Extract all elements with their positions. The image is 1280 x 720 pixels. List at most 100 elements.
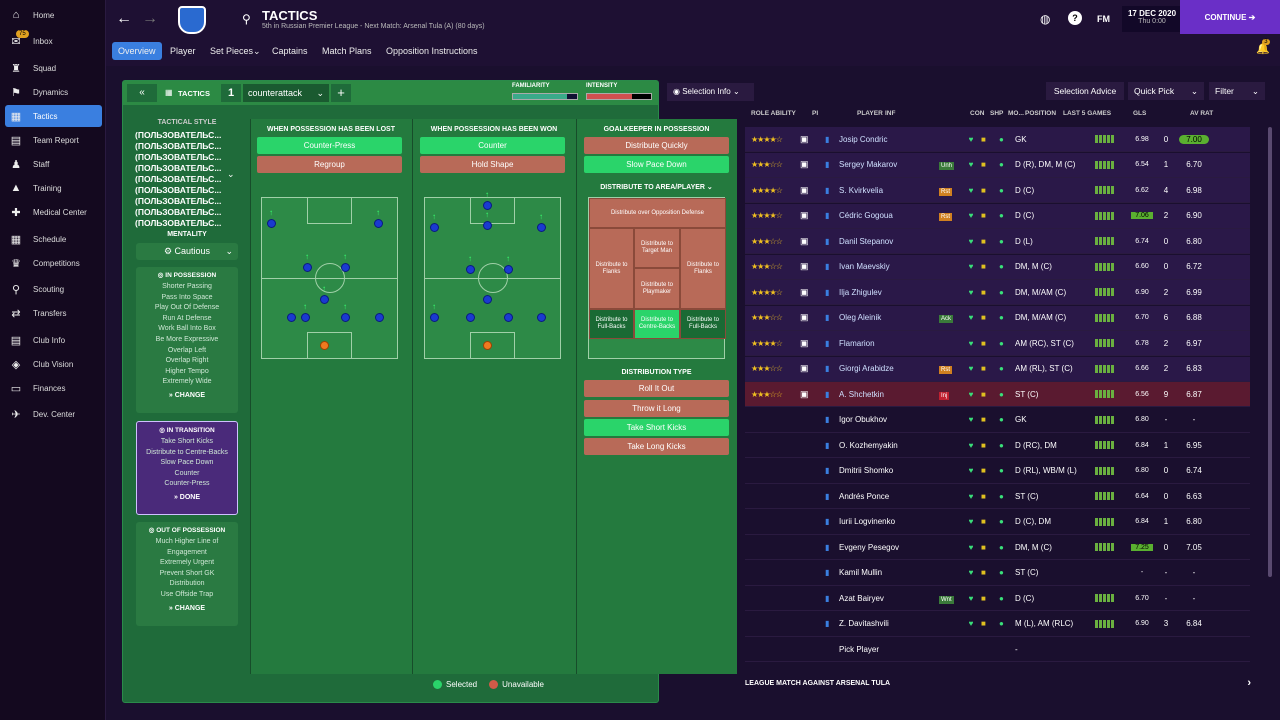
tactic-slot[interactable]: 1 — [221, 84, 241, 102]
player-name[interactable]: Oleg Aleinik — [839, 313, 882, 322]
table-row[interactable]: ★★★☆☆ ▣ ▮ A. Shchetkin Inj ♥ ■ ● ST (C) 6.56 9 6.87 — [745, 382, 1250, 407]
bottom-bar[interactable]: LEAGUE MATCH AGAINST ARSENAL TULA › — [745, 672, 1265, 694]
table-row[interactable]: ★★★☆☆ ▣ ▮ Sergey Makarov Unh ♥ ■ ● D (R), DM, M … — [745, 152, 1250, 178]
player-name[interactable]: Azat Bairyev — [839, 593, 884, 603]
pi-icon[interactable]: ▣ — [800, 388, 809, 399]
player-name[interactable]: Evgeny Pesegov — [839, 542, 900, 552]
player-name[interactable]: Andrés Ponce — [839, 491, 890, 501]
tab-overview[interactable]: Overview — [112, 42, 162, 60]
player-name[interactable]: Z. Davitashvili — [839, 619, 889, 628]
out_possession-action-button[interactable]: » CHANGE — [136, 605, 238, 612]
tactic-select[interactable]: counterattack ⌄ — [243, 84, 329, 102]
notification-icon[interactable]: 🔔 3 — [1256, 39, 1270, 55]
player-name[interactable]: S. Kvirkvelia — [839, 185, 884, 195]
table-row[interactable]: ★★★★☆ ▣ ▮ Josip Condric ♥ ■ ● GK 6.98 0 7.00 — [745, 127, 1250, 152]
table-row[interactable]: ★★★☆☆ ▣ ▮ Danil Stepanov ♥ ■ ● D (L) 6.74 0 6.80 — [745, 229, 1250, 254]
column-header[interactable]: CON — [970, 110, 985, 117]
tab-opposition-instructions[interactable]: Opposition Instructions — [380, 42, 484, 60]
player-name[interactable]: Ivan Maevskiy — [839, 262, 890, 271]
table-row[interactable]: ▮ Andrés Ponce ♥ ■ ● ST (C) 6.64 0 6.63 — [745, 484, 1250, 509]
dist-cell-top[interactable]: Distribute over Opposition Defense — [589, 198, 726, 228]
tab-match-plans[interactable]: Match Plans — [316, 42, 378, 60]
sidebar-item-finances[interactable]: ▭ Finances — [5, 377, 102, 399]
tactical-style-list[interactable]: (ПОЛЬЗОВАТЕЛЬС... (ПОЛЬЗОВАТЕЛЬС... (ПОЛЬЗ… — [135, 130, 235, 229]
club-crest[interactable] — [178, 6, 206, 34]
player-name[interactable]: Pick Player — [839, 644, 880, 654]
table-row[interactable]: ▮ Kamil Mullin ♥ ■ ● ST (C) - - - — [745, 561, 1250, 586]
dist-cell-right[interactable]: Distribute to Flanks — [680, 228, 726, 309]
sidebar-item-scouting[interactable]: ⚲ Scouting — [5, 278, 102, 300]
table-row[interactable]: ★★★★☆ ▣ ▮ Cédric Gogoua Rst ♥ ■ ● D (C) 7.06 2 6.90 — [745, 203, 1250, 229]
selection-advice-button[interactable]: Selection Advice — [1046, 82, 1124, 100]
sidebar-item-squad[interactable]: ♜ Squad — [5, 57, 102, 79]
table-row[interactable]: ▮ Z. Davitashvili ♥ ■ ● M (L), AM (RLC) 6.90 3 6… — [745, 612, 1250, 637]
table-row[interactable]: Pick Player - — [745, 637, 1250, 662]
sidebar-item-staff[interactable]: ♟ Staff — [5, 153, 102, 175]
column-header[interactable]: MO... — [1008, 110, 1024, 117]
sidebar-item-medical-center[interactable]: ✚ Medical Center — [5, 201, 102, 223]
in_possession-action-button[interactable]: » CHANGE — [136, 392, 238, 399]
column-header[interactable]: PLAYER — [857, 110, 883, 117]
back-icon[interactable]: ← — [116, 10, 132, 27]
player-name[interactable]: Dmitrii Shomko — [839, 466, 894, 475]
table-row[interactable]: ▮ Evgeny Pesegov ♥ ■ ● DM, M (C) 7.25 0 7.05 — [745, 535, 1250, 560]
pi-icon[interactable]: ▣ — [800, 235, 809, 246]
roll-it-out-button[interactable]: Roll It Out — [584, 380, 729, 397]
collapse-button[interactable]: « — [127, 84, 157, 102]
player-name[interactable]: Giorgi Arabidze — [839, 364, 894, 373]
sidebar-item-club-info[interactable]: ▤ Club Info — [5, 329, 102, 351]
filter-button[interactable]: Filter ⌄ — [1209, 82, 1265, 100]
dist-cell-pm[interactable]: Distribute to Playmaker — [634, 268, 680, 309]
quick-pick-button[interactable]: Quick Pick ⌄ — [1128, 82, 1204, 100]
table-row[interactable]: ★★★☆☆ ▣ ▮ Giorgi Arabidze Rst ♥ ■ ● AM (RL), ST … — [745, 356, 1250, 382]
sidebar-item-inbox[interactable]: ✉ 75 Inbox — [5, 29, 102, 52]
globe-icon[interactable]: ◍ — [1040, 12, 1051, 26]
sidebar-item-schedule[interactable]: ▦ Schedule — [5, 228, 102, 250]
player-name[interactable]: O. Kozhemyakin — [839, 440, 898, 450]
dist-area-title[interactable]: DISTRIBUTE TO AREA/PLAYER ⌄ — [579, 183, 734, 191]
player-name[interactable]: Flamarion — [839, 338, 875, 348]
hold-shape-button[interactable]: Hold Shape — [420, 156, 565, 173]
table-row[interactable]: ▮ Igor Obukhov ♥ ■ ● GK 6.80 - - — [745, 408, 1250, 433]
table-row[interactable]: ▮ Dmitrii Shomko ♥ ■ ● D (RL), WB/M (L) 6.80 0 6… — [745, 459, 1250, 484]
slow-pace-down-button[interactable]: Slow Pace Down — [584, 156, 729, 173]
table-row[interactable]: ▮ Azat Bairyev Wnt ♥ ■ ● D (C) 6.70 - - — [745, 586, 1250, 611]
pi-icon[interactable]: ▣ — [800, 286, 809, 297]
sidebar-item-training[interactable]: ▲ Training — [5, 177, 102, 199]
regroup-button[interactable]: Regroup — [257, 156, 402, 173]
forward-icon[interactable]: → — [142, 10, 158, 27]
column-header[interactable]: SHP — [990, 110, 1004, 117]
throw-it-long-button[interactable]: Throw it Long — [584, 400, 729, 417]
pi-icon[interactable]: ▣ — [800, 363, 809, 373]
distribute-quickly-button[interactable]: Distribute Quickly — [584, 137, 729, 154]
table-row[interactable]: ★★★☆☆ ▣ ▮ Ivan Maevskiy ♥ ■ ● DM, M (C) 6.60 0 6.7… — [745, 254, 1250, 280]
take-short-kicks-button[interactable]: Take Short Kicks — [584, 419, 729, 436]
column-header[interactable]: ROLE ABILITY — [751, 110, 796, 117]
tab-set-pieces[interactable]: Set Pieces ⌄ — [204, 42, 267, 60]
dist-cell-fbr[interactable]: Distribute to Full-Backs — [680, 309, 726, 339]
pi-icon[interactable]: ▣ — [800, 312, 809, 322]
pi-icon[interactable]: ▣ — [800, 184, 809, 195]
pi-icon[interactable]: ▣ — [800, 159, 809, 169]
player-name[interactable]: Josip Condric — [839, 134, 888, 144]
player-name[interactable]: Ilja Zhigulev — [839, 287, 882, 297]
pi-icon[interactable]: ▣ — [800, 261, 809, 271]
dist-cell-fbl[interactable]: Distribute to Full-Backs — [589, 309, 634, 339]
sidebar-item-competitions[interactable]: ♛ Competitions — [5, 252, 102, 274]
pi-icon[interactable]: ▣ — [800, 210, 809, 220]
sidebar-item-dynamics[interactable]: ⚑ Dynamics — [5, 81, 102, 103]
column-header[interactable]: GLS — [1133, 110, 1147, 117]
selection-info-button[interactable]: ◉ Selection Info ⌄ — [667, 83, 754, 101]
player-name[interactable]: Sergey Makarov — [839, 160, 898, 169]
in_transition-action-button[interactable]: » DONE — [137, 494, 237, 501]
fm-menu[interactable]: FM — [1097, 14, 1110, 24]
pi-icon[interactable]: ▣ — [800, 133, 809, 144]
column-header[interactable]: INF — [885, 110, 896, 117]
sidebar-item-team-report[interactable]: ▤ Team Report — [5, 129, 102, 151]
sidebar-item-club-vision[interactable]: ◈ Club Vision — [5, 353, 102, 375]
mentality-select[interactable]: ⚙ Cautious ⌄ — [136, 243, 238, 260]
column-header[interactable]: POSITION — [1025, 110, 1057, 117]
in-possession-box[interactable]: ◎ IN POSSESSION Shorter Passing Pass Into … — [136, 267, 238, 413]
sidebar-item-transfers[interactable]: ⇄ Transfers — [5, 302, 102, 324]
player-name[interactable]: Iurii Logvinenko — [839, 517, 896, 526]
